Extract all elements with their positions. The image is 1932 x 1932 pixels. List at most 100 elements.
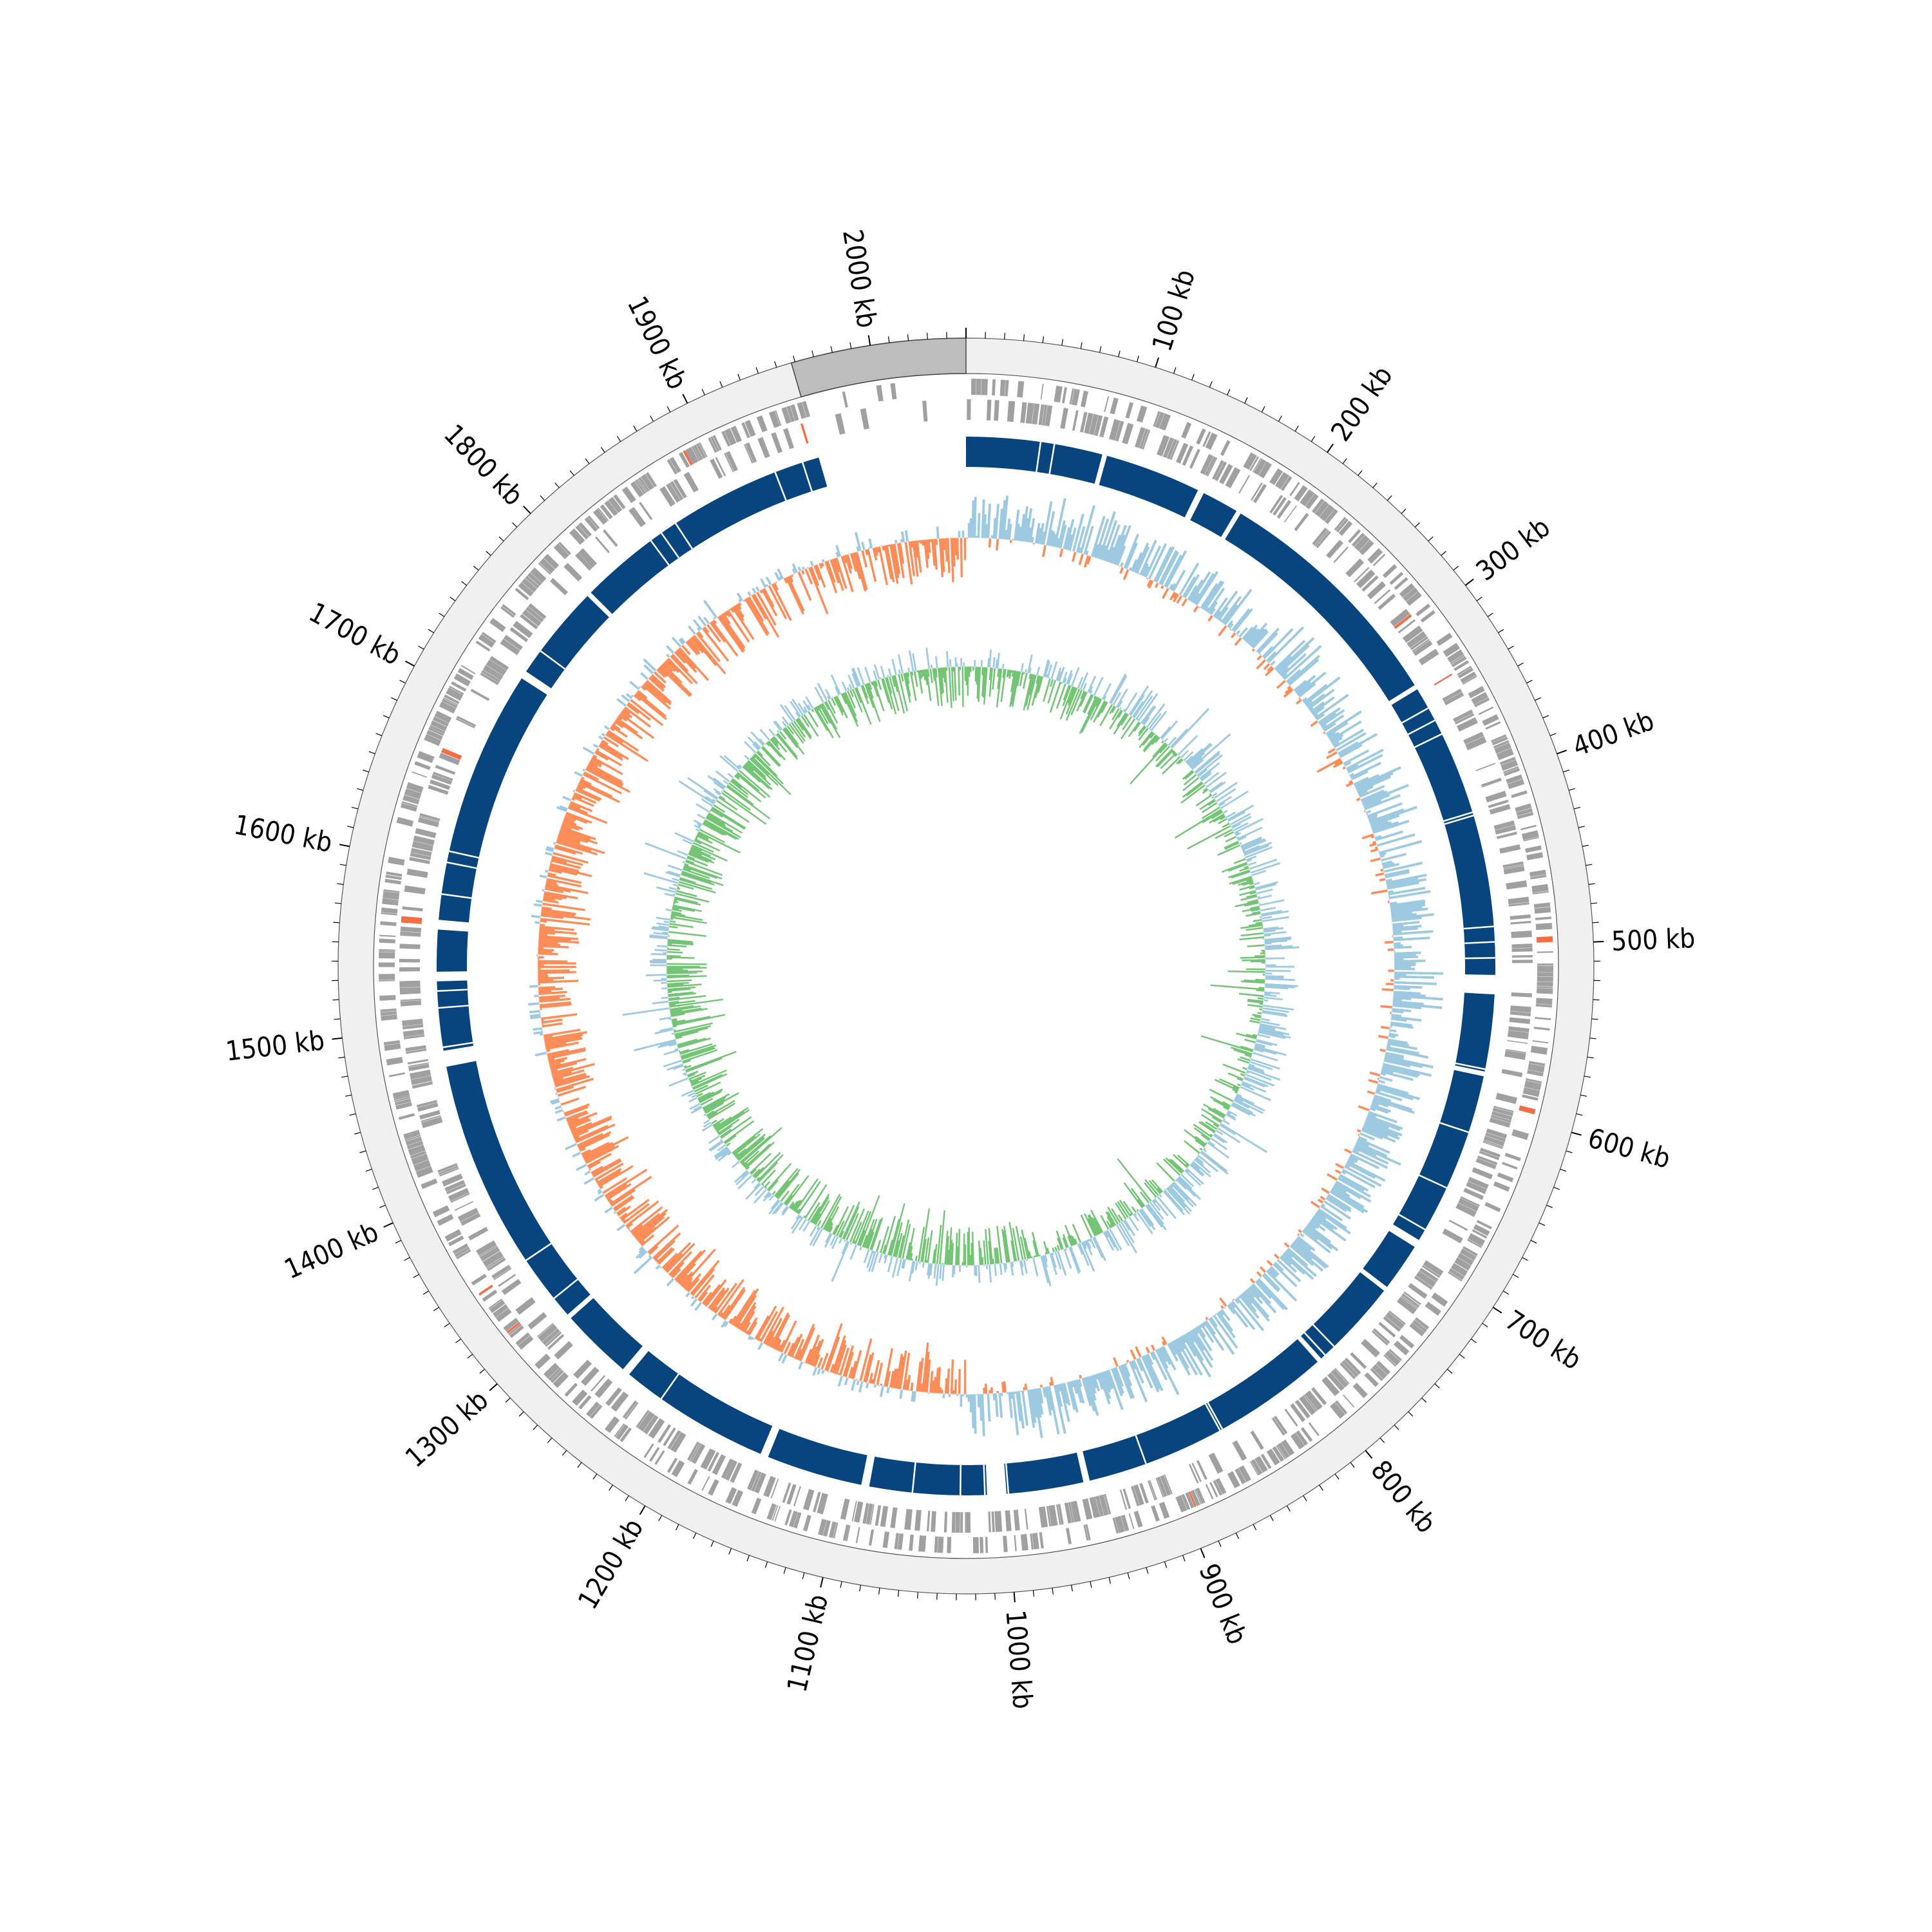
gene-feature [770,1479,779,1499]
homology-separator [446,861,477,869]
gene-feature [1119,1490,1128,1510]
gene-feature [547,1334,565,1350]
homology-block [1455,992,1495,1072]
minor-tick [728,1548,732,1555]
homology-block [768,1428,867,1485]
gene-feature [1089,1496,1101,1519]
tick-label: 300 kb [1470,511,1556,587]
minor-tick [1379,1437,1385,1443]
gene-feature [1084,412,1094,434]
gene-feature [1489,804,1511,815]
gene-feature [379,950,395,952]
minor-tick [1471,1338,1477,1343]
gene-feature [442,1173,463,1187]
gene-feature [378,962,395,967]
gene-feature [384,878,401,885]
gene-feature [404,885,426,895]
gene-feature [1061,386,1067,404]
gene-feature [955,1511,960,1533]
gene-feature [453,673,471,687]
gene-feature [414,761,431,770]
gene-feature [1207,457,1218,477]
major-tick [820,1577,824,1588]
gene-feature [1253,459,1267,475]
gene-feature [380,1008,397,1012]
minor-tick [840,1581,842,1588]
gene-feature [1151,1505,1160,1522]
minor-tick [354,1132,361,1135]
gene-feature [1492,1107,1513,1117]
gene-feature [1039,1532,1044,1549]
gene-feature [630,481,644,498]
gene-feature [683,471,699,493]
gene-feature [439,1168,459,1177]
gene-feature [1157,1476,1168,1497]
gene-feature [404,1135,421,1142]
gene-feature [386,1057,403,1066]
gene-feature [399,967,421,972]
rna-gene [441,748,462,760]
gene-feature [1530,1045,1548,1055]
gene-feature [1032,1533,1039,1549]
gene-feature [790,404,799,421]
minor-tick [1453,565,1459,571]
homology-separator [443,1046,474,1053]
minor-tick [1294,425,1299,431]
gene-feature [1511,943,1533,949]
gene-feature [1326,540,1343,559]
gene-feature [774,1506,781,1522]
gene-feature [600,504,613,520]
minor-tick [1591,902,1598,904]
gene-feature [1153,411,1160,427]
gene-feature [383,891,400,900]
gene-feature [980,1537,984,1553]
gene-feature [1361,575,1379,592]
homology-separator [449,850,479,859]
homology-separator [1207,1402,1224,1430]
minor-tick [1592,922,1599,923]
homology-block [571,1298,643,1370]
gene-feature [1463,1188,1484,1200]
gene-feature [1045,405,1053,426]
gene-feature [1394,1340,1410,1356]
gene-feature [770,1504,777,1520]
gene-feature [442,698,458,708]
gene-feature [1281,1439,1295,1456]
gene-feature [581,1367,600,1387]
gene-feature [1463,1246,1478,1256]
gene-feature [1283,505,1297,523]
gene-feature [1344,1358,1361,1375]
gene-feature [1537,976,1553,982]
homology-separator [675,523,693,549]
gene-feature [1345,558,1365,578]
homology-separator [1407,719,1435,735]
gene-feature [482,1289,498,1302]
gene-feature [564,562,583,582]
gene-feature [1537,965,1553,972]
gene-feature [1503,864,1524,869]
gene-feature [710,436,720,452]
major-tick [1492,1307,1502,1314]
gene-feature [1038,1506,1048,1528]
gene-feature [412,1081,433,1089]
gene-feature [1202,431,1211,447]
minor-tick [1191,374,1195,381]
gene-feature [1536,988,1553,994]
gene-feature [645,472,657,488]
gene-feature [1038,404,1045,426]
gene-feature [470,688,490,701]
gene-feature [1209,1482,1218,1497]
gene-feature [890,1507,898,1529]
gene-feature [1125,402,1134,419]
minor-tick [609,1484,613,1491]
gene-feature [1466,1181,1487,1195]
gene-feature [468,1227,489,1241]
gene-feature [1425,1302,1441,1316]
gene-feature [456,715,477,727]
gene-feature [1289,482,1300,497]
gene-feature [455,717,475,729]
gene-feature [430,720,448,732]
gene-feature [431,774,453,785]
gene-feature [594,536,610,554]
gene-feature [489,656,509,671]
